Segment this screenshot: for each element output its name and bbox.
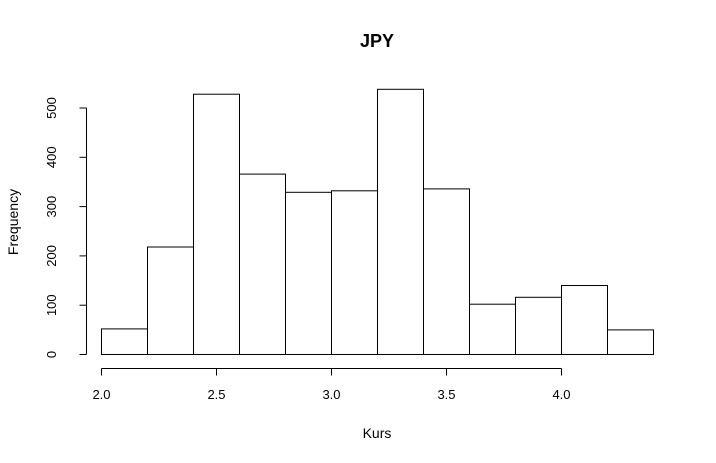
x-tick-label: 2.5 xyxy=(207,387,225,402)
histogram-bar xyxy=(285,191,332,355)
histogram-bar xyxy=(193,93,240,355)
histogram-bar xyxy=(515,296,562,355)
histogram-bar xyxy=(377,88,424,356)
x-tick-label: 3.5 xyxy=(437,387,455,402)
histogram-bar xyxy=(331,190,378,355)
x-axis: 2.0 2.5 3.0 3.5 4.0 xyxy=(92,368,571,402)
y-axis-label: Frequency xyxy=(5,189,21,255)
histogram-bar xyxy=(239,173,286,355)
x-tick-label: 3.0 xyxy=(322,387,340,402)
bars-group xyxy=(101,88,654,356)
y-tick-label: 400 xyxy=(44,146,59,168)
histogram-bar xyxy=(607,329,654,355)
y-tick-label: 0 xyxy=(44,351,59,358)
x-tick-label: 4.0 xyxy=(552,387,570,402)
chart-title: JPY xyxy=(360,31,394,51)
histogram-bar xyxy=(561,285,608,355)
histogram-bar xyxy=(469,303,516,356)
y-tick-label: 300 xyxy=(44,196,59,218)
y-tick-label: 200 xyxy=(44,245,59,267)
x-tick-label: 2.0 xyxy=(92,387,110,402)
y-tick-label: 500 xyxy=(44,97,59,119)
histogram-bar xyxy=(147,246,194,355)
histogram-bar xyxy=(423,188,470,355)
histogram-bar xyxy=(101,328,148,355)
x-axis-label: Kurs xyxy=(363,425,392,441)
y-axis: 0 100 200 300 400 500 xyxy=(44,97,87,358)
y-tick-label: 100 xyxy=(44,294,59,316)
